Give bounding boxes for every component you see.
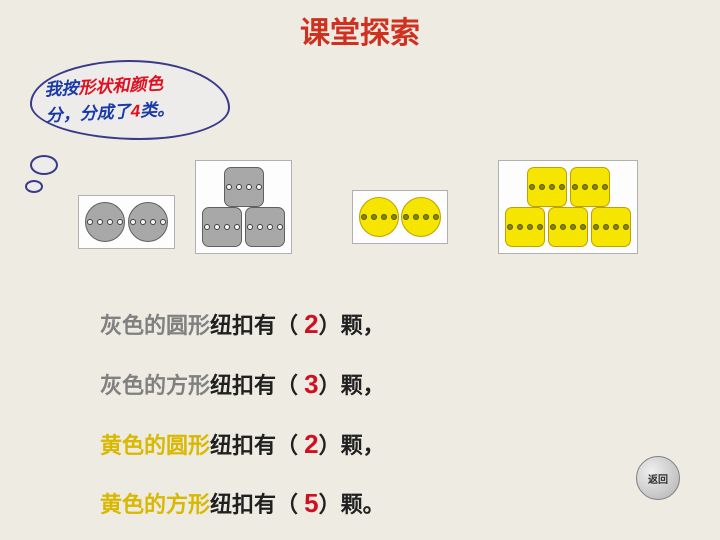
line-3-p2: 纽扣有（	[210, 433, 298, 458]
gray-circle-button	[85, 202, 125, 242]
line-1: 灰色的圆形纽扣有（ 2）颗，	[100, 295, 385, 355]
line-3-num: 2	[304, 429, 318, 459]
line-2-num: 3	[304, 369, 318, 399]
thought-bubble: 我按形状和颜色 分，分成了4类。	[20, 60, 230, 155]
gray-square-button	[245, 207, 285, 247]
line-4-p2: 纽扣有（	[210, 492, 298, 517]
group-yellow-circle	[352, 190, 448, 244]
gray-circle-button	[128, 202, 168, 242]
line-4-p3: ）颗。	[319, 492, 385, 517]
answer-lines: 灰色的圆形纽扣有（ 2）颗， 灰色的方形纽扣有（ 3）颗， 黄色的圆形纽扣有（ …	[100, 295, 385, 534]
group-gray-circle	[78, 195, 175, 249]
line-2-p2: 纽扣有（	[210, 373, 298, 398]
line-4-p1: 黄色的方形	[100, 492, 210, 517]
gray-square-button	[224, 167, 264, 207]
yellow-circle-button	[359, 197, 399, 237]
bubble-text: 我按形状和颜色 分，分成了4类。	[44, 71, 175, 129]
bubble-t5: 类。	[140, 99, 175, 120]
button-groups	[0, 160, 720, 270]
group-gray-square	[195, 160, 292, 254]
bubble-t3: 分，分成了	[45, 101, 131, 124]
line-4: 黄色的方形纽扣有（ 5）颗。	[100, 474, 385, 534]
back-button[interactable]: 返回	[636, 456, 680, 500]
yellow-square-button	[548, 207, 588, 247]
yellow-circle-button	[401, 197, 441, 237]
line-4-num: 5	[304, 488, 318, 518]
line-3: 黄色的圆形纽扣有（ 2）颗，	[100, 415, 385, 475]
yellow-square-button	[505, 207, 545, 247]
line-1-p1: 灰色的圆形	[100, 313, 210, 338]
bubble-t2: 形状和颜色	[78, 74, 164, 97]
line-1-p2: 纽扣有（	[210, 313, 298, 338]
gray-square-button	[202, 207, 242, 247]
bubble-t1: 我按	[44, 79, 79, 100]
line-2-p1: 灰色的方形	[100, 373, 210, 398]
yellow-square-button	[570, 167, 610, 207]
line-2: 灰色的方形纽扣有（ 3）颗，	[100, 355, 385, 415]
page-title: 课堂探索	[300, 8, 420, 52]
group-yellow-square	[498, 160, 638, 254]
line-3-p3: ）颗，	[319, 433, 385, 458]
line-1-num: 2	[304, 309, 318, 339]
yellow-square-button	[527, 167, 567, 207]
line-3-p1: 黄色的圆形	[100, 433, 210, 458]
yellow-square-button	[591, 207, 631, 247]
line-1-p3: ）颗，	[319, 313, 385, 338]
line-2-p3: ）颗，	[319, 373, 385, 398]
